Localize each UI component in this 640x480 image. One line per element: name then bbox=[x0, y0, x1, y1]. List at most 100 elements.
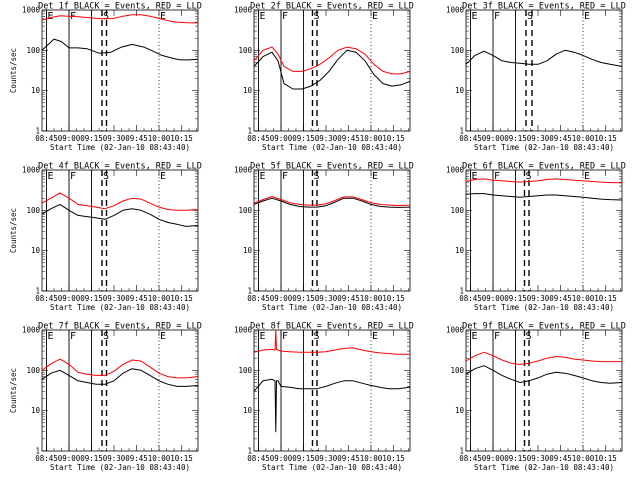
y-axis-label: Counts/sec bbox=[9, 368, 18, 413]
x-tick-label: 09:30 bbox=[103, 454, 126, 463]
panel-det-4: Det 4f BLACK = Events, RED = LLD 1 10 100 10… bbox=[9, 162, 202, 313]
series-lld-line bbox=[253, 329, 410, 355]
series-lld-line bbox=[253, 46, 411, 75]
y-tick-label: 1000 bbox=[446, 166, 465, 175]
y-tick-label: 100 bbox=[238, 46, 252, 55]
panel-det-5: Det 5f BLACK = Events, RED = LLD 1 10 100 10… bbox=[234, 162, 414, 313]
y-tick-label: 10 bbox=[243, 246, 253, 255]
x-tick-label: 10:15 bbox=[382, 294, 405, 303]
y-tick-label: 10 bbox=[243, 406, 253, 415]
panel-title: Det 1f BLACK = Events, RED = LLD bbox=[38, 2, 202, 12]
y-tick-label: 1000 bbox=[22, 166, 41, 175]
x-tick-label: 09:30 bbox=[527, 294, 550, 303]
y-tick-label: 1 bbox=[247, 287, 252, 296]
x-tick-label: 09:30 bbox=[103, 294, 126, 303]
x-tick-label: 09:00 bbox=[482, 134, 505, 143]
marker-label: S bbox=[103, 331, 109, 342]
x-tick-label: 09:45 bbox=[125, 294, 148, 303]
x-tick-label: 09:15 bbox=[504, 134, 527, 143]
y-tick-label: 1 bbox=[35, 127, 40, 136]
marker-label: F bbox=[70, 171, 76, 182]
x-tick-label: 10:15 bbox=[594, 134, 617, 143]
series-events-line bbox=[465, 365, 623, 384]
x-tick-label: 09:45 bbox=[337, 294, 360, 303]
series-lld-line bbox=[41, 14, 198, 24]
marker-label: E bbox=[472, 11, 478, 22]
y-tick-label: 10 bbox=[455, 246, 465, 255]
plot-frame bbox=[465, 329, 623, 452]
x-axis-label: Start Time (02-Jan-10 08:43:40) bbox=[262, 463, 402, 472]
x-tick-label: 09:30 bbox=[315, 294, 338, 303]
x-tick-label: 09:15 bbox=[292, 454, 315, 463]
y-tick-label: 1 bbox=[247, 447, 252, 456]
x-tick-label: 09:00 bbox=[58, 294, 81, 303]
y-tick-label: 1000 bbox=[22, 326, 41, 335]
series-events-line bbox=[253, 378, 411, 433]
x-tick-label: 10:00 bbox=[572, 454, 595, 463]
x-axis-label: Start Time (02-Jan-10 08:43:40) bbox=[474, 463, 614, 472]
x-tick-label: 10:15 bbox=[382, 454, 405, 463]
x-tick-label: 08:45 bbox=[35, 454, 58, 463]
x-tick-label: 09:00 bbox=[270, 294, 293, 303]
marker-label: F bbox=[494, 11, 500, 22]
marker-label: F bbox=[494, 171, 500, 182]
y-tick-label: 1000 bbox=[446, 326, 465, 335]
marker-label: E bbox=[260, 331, 266, 342]
x-tick-label: 09:00 bbox=[482, 294, 505, 303]
marker-label: S bbox=[526, 171, 532, 182]
marker-label: E bbox=[160, 171, 166, 182]
x-tick-label: 10:15 bbox=[170, 294, 193, 303]
y-tick-label: 1000 bbox=[234, 326, 253, 335]
panel-det-8: Det 8f BLACK = Events, RED = LLD 1 10 100 10… bbox=[234, 322, 414, 473]
x-tick-label: 09:15 bbox=[292, 294, 315, 303]
y-tick-label: 100 bbox=[450, 366, 464, 375]
x-tick-label: 10:00 bbox=[360, 134, 383, 143]
marker-label: F bbox=[494, 331, 500, 342]
plot-frame bbox=[253, 169, 411, 292]
panel-title: Det 8f BLACK = Events, RED = LLD bbox=[250, 322, 414, 332]
marker-label: F bbox=[282, 331, 288, 342]
panel-title: Det 3f BLACK = Events, RED = LLD bbox=[462, 2, 626, 12]
x-tick-label: 09:45 bbox=[549, 294, 572, 303]
plot-frame bbox=[465, 169, 623, 292]
x-tick-label: 10:00 bbox=[148, 294, 171, 303]
x-tick-label: 10:15 bbox=[594, 454, 617, 463]
x-tick-label: 09:00 bbox=[58, 454, 81, 463]
x-tick-label: 09:45 bbox=[125, 454, 148, 463]
x-tick-label: 09:45 bbox=[549, 134, 572, 143]
x-tick-label: 09:45 bbox=[125, 134, 148, 143]
y-tick-label: 1 bbox=[459, 287, 464, 296]
marker-label: E bbox=[48, 11, 54, 22]
marker-label: E bbox=[584, 331, 590, 342]
x-tick-label: 08:45 bbox=[247, 294, 270, 303]
x-tick-label: 09:45 bbox=[337, 134, 360, 143]
panel-det-3: Det 3f BLACK = Events, RED = LLD 1 10 100 10… bbox=[446, 2, 626, 153]
y-tick-label: 1 bbox=[247, 127, 252, 136]
x-axis-label: Start Time (02-Jan-10 08:43:40) bbox=[262, 303, 402, 312]
x-tick-label: 09:45 bbox=[337, 454, 360, 463]
x-tick-label: 10:15 bbox=[170, 454, 193, 463]
x-axis-label: Start Time (02-Jan-10 08:43:40) bbox=[50, 303, 190, 312]
x-tick-label: 08:45 bbox=[459, 454, 482, 463]
x-tick-label: 09:30 bbox=[527, 134, 550, 143]
x-axis-label: Start Time (02-Jan-10 08:43:40) bbox=[50, 463, 190, 472]
panel-title: Det 5f BLACK = Events, RED = LLD bbox=[250, 162, 414, 172]
series-events-line bbox=[465, 193, 623, 201]
panel-title: Det 9f BLACK = Events, RED = LLD bbox=[462, 322, 626, 332]
marker-label: E bbox=[48, 171, 54, 182]
x-tick-label: 10:00 bbox=[572, 134, 595, 143]
series-events-line bbox=[253, 49, 411, 90]
y-tick-label: 1 bbox=[35, 287, 40, 296]
x-tick-label: 09:00 bbox=[482, 454, 505, 463]
marker-label: E bbox=[584, 11, 590, 22]
panel-title: Det 7f BLACK = Events, RED = LLD bbox=[38, 322, 202, 332]
series-lld-line bbox=[465, 178, 623, 184]
marker-label: S bbox=[103, 11, 109, 22]
x-tick-label: 08:45 bbox=[459, 294, 482, 303]
series-events-line bbox=[41, 203, 199, 227]
x-tick-label: 08:45 bbox=[35, 294, 58, 303]
marker-label: E bbox=[584, 171, 590, 182]
series-lld-line bbox=[253, 196, 411, 206]
marker-label: S bbox=[527, 11, 533, 22]
